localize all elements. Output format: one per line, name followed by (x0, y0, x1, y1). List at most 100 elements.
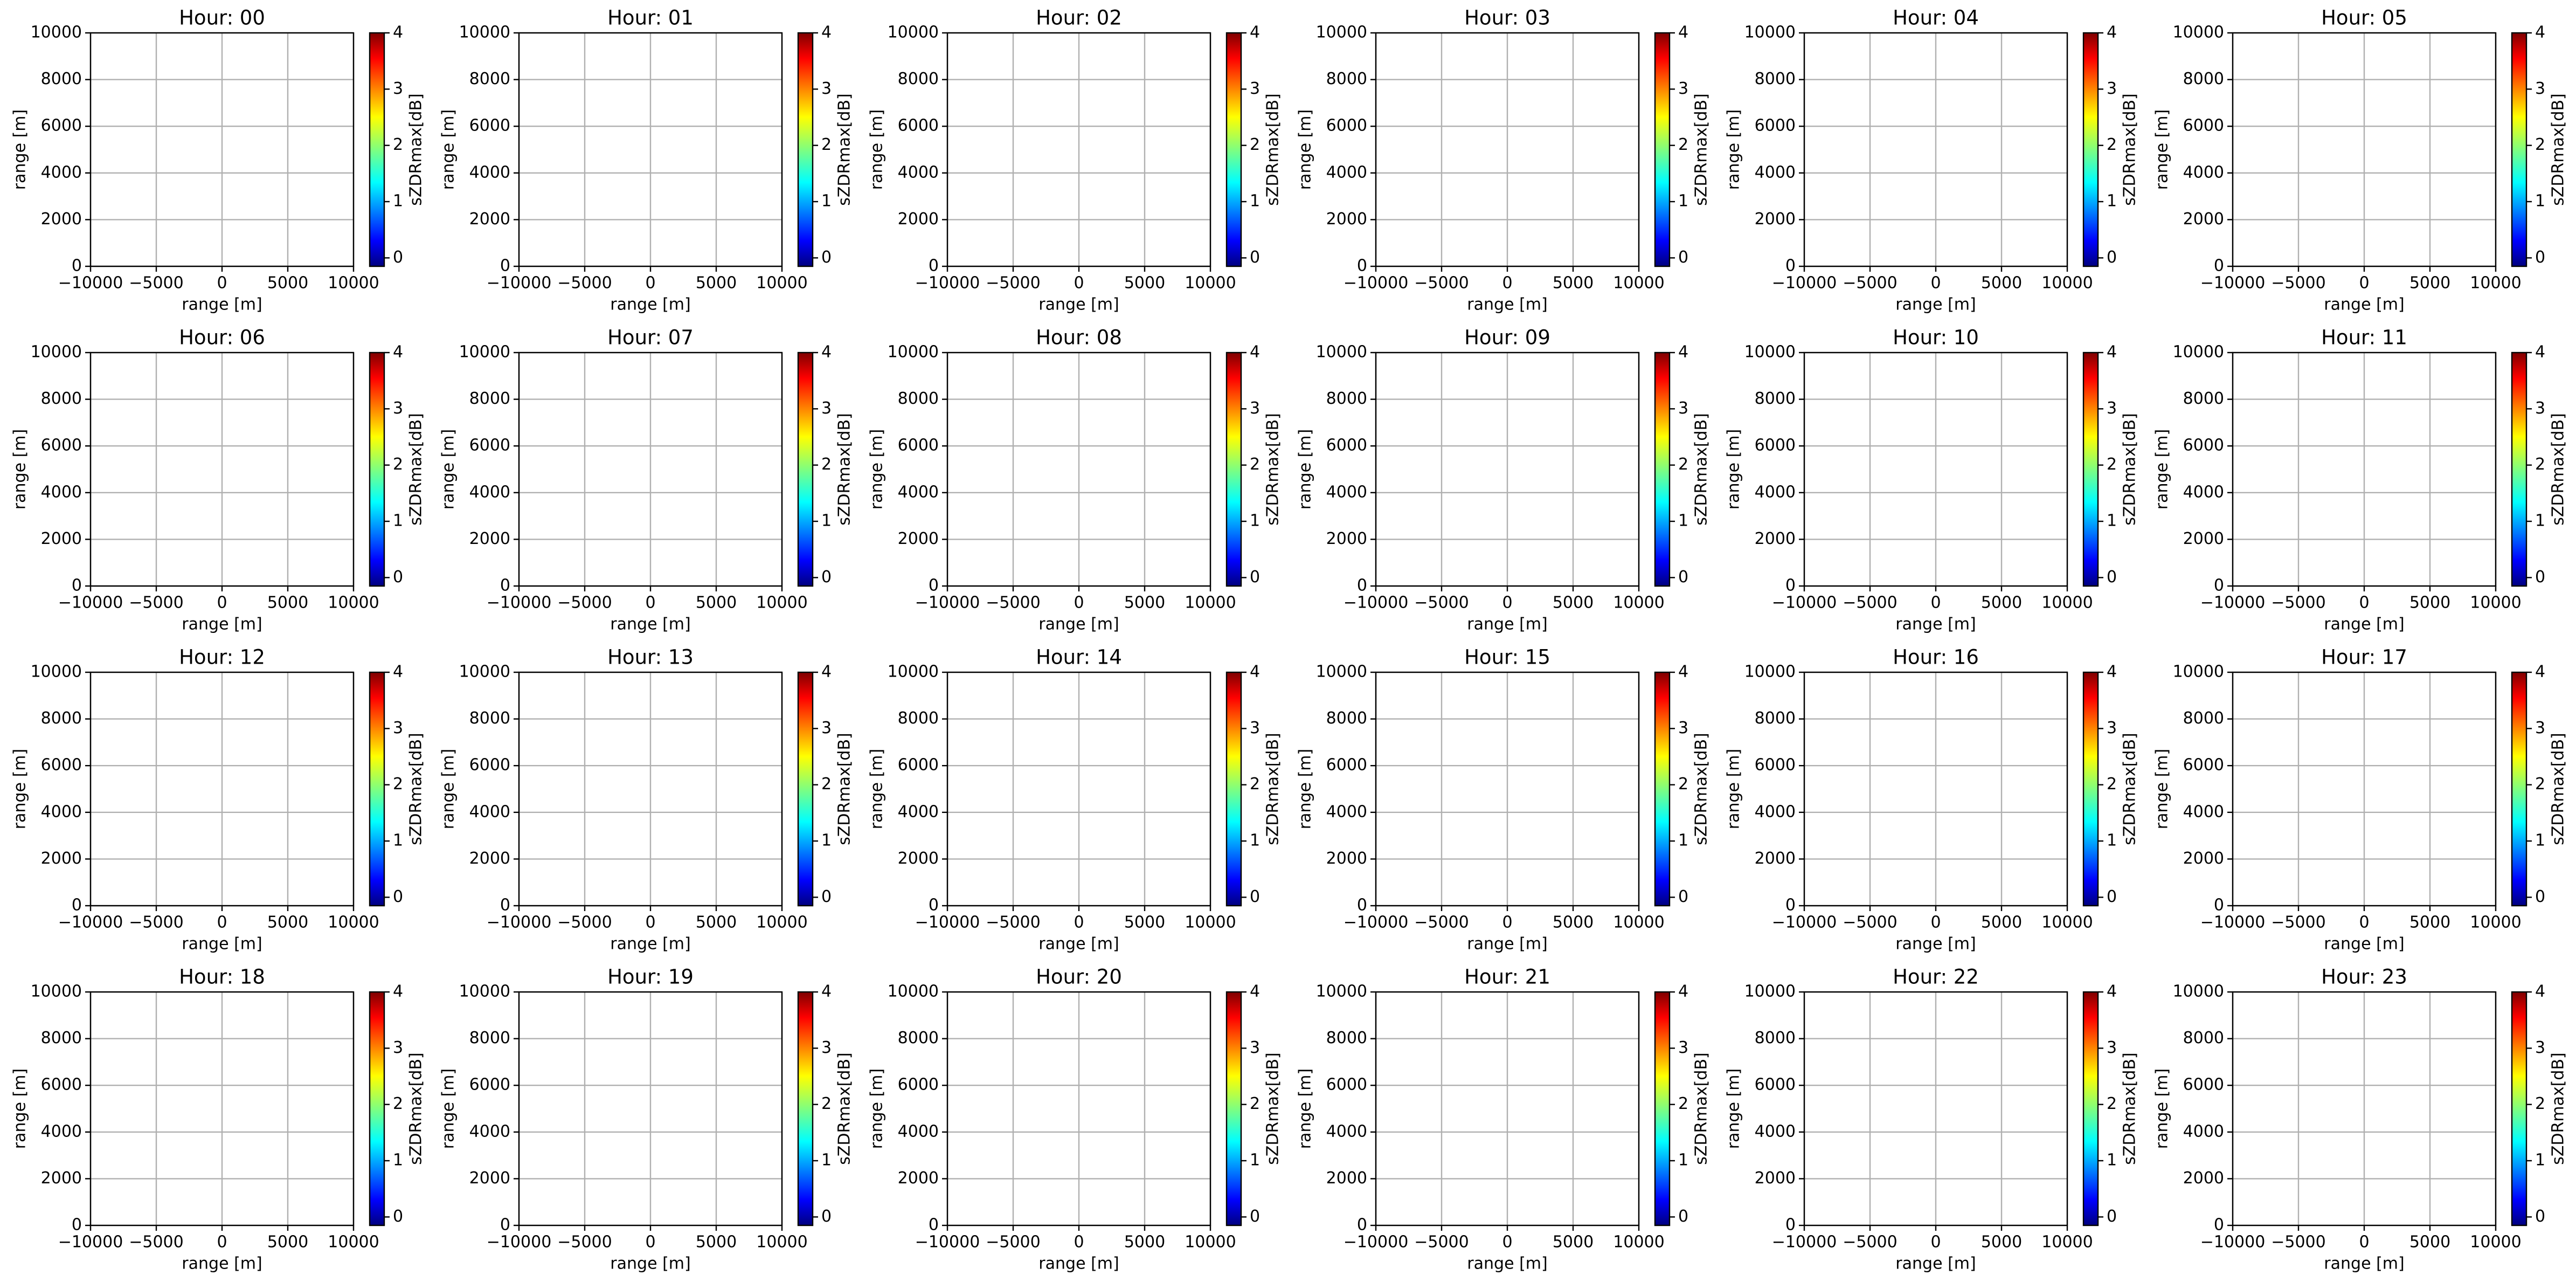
y-tick-label: 6000 (41, 116, 82, 135)
y-tick-label: 0 (1785, 576, 1796, 595)
x-tick-label: −10000 (1344, 1233, 1409, 1252)
y-axis-label: range [m] (2153, 109, 2172, 190)
colorbar-tick-label: 3 (2107, 399, 2117, 418)
x-axis-label: range [m] (1038, 1255, 1119, 1273)
y-tick-label: 2000 (1755, 1169, 1796, 1188)
y-tick-label: 2000 (41, 210, 82, 229)
axes-frame (518, 991, 783, 1226)
chart-title: Hour: 02 (1036, 6, 1122, 30)
colorbar-tick-label: 2 (821, 775, 832, 794)
y-tick-label: 10000 (1316, 23, 1367, 42)
x-tick-label: −10000 (1344, 274, 1409, 293)
colorbar-tick-label: 3 (2107, 79, 2117, 98)
x-tick-label: 0 (1502, 274, 1512, 293)
y-tick-label: 2000 (1326, 210, 1367, 229)
colorbar-label: sZDRmax[dB] (2549, 93, 2568, 206)
x-tick-label: 10000 (1185, 594, 1236, 612)
colorbar (1225, 32, 1242, 267)
y-tick-label: 4000 (1755, 1122, 1796, 1141)
colorbar-label: sZDRmax[dB] (1264, 1052, 1283, 1165)
colorbar-label: sZDRmax[dB] (2549, 733, 2568, 845)
y-tick-label: 8000 (2183, 389, 2224, 408)
y-tick-label: 4000 (898, 483, 939, 501)
x-axis-label: range [m] (2324, 1255, 2404, 1273)
colorbar-tick-label: 0 (2107, 568, 2117, 587)
y-tick-label: 4000 (1755, 163, 1796, 182)
x-tick-label: 10000 (328, 274, 379, 293)
axes-frame (946, 991, 1211, 1226)
y-tick-label: 10000 (2173, 23, 2224, 42)
colorbar-tick-label: 0 (393, 1207, 403, 1226)
colorbar-tick-label: 1 (2535, 192, 2545, 211)
colorbar-label: sZDRmax[dB] (835, 413, 854, 526)
y-tick-label: 2000 (469, 210, 510, 229)
colorbar-tick-label: 3 (2535, 399, 2545, 418)
colorbar-label: sZDRmax[dB] (1264, 413, 1283, 526)
colorbar-tick-label: 4 (2535, 343, 2545, 362)
y-tick-label: 6000 (2183, 116, 2224, 135)
y-tick-label: 4000 (1755, 483, 1796, 501)
colorbar (797, 671, 814, 907)
y-tick-label: 2000 (2183, 529, 2224, 548)
y-tick-label: 8000 (1755, 1029, 1796, 1047)
y-tick-label: 8000 (2183, 709, 2224, 728)
colorbar-tick-label: 0 (2535, 568, 2545, 587)
x-tick-label: −5000 (1843, 1233, 1897, 1252)
y-tick-label: 6000 (41, 756, 82, 775)
x-axis-label: range [m] (1038, 615, 1119, 634)
y-axis-label: range [m] (439, 109, 458, 190)
colorbar-tick-label: 1 (821, 831, 832, 850)
colorbar-tick-label: 2 (2535, 135, 2545, 154)
colorbar-tick-label: 3 (2535, 1038, 2545, 1057)
x-axis-label: range [m] (1895, 1255, 1976, 1273)
x-tick-label: −10000 (58, 594, 123, 612)
colorbar-tick-label: 3 (393, 79, 403, 98)
colorbar (1654, 671, 1671, 907)
colorbar-tick-label: 0 (821, 887, 832, 906)
colorbar-tick-label: 0 (2535, 887, 2545, 906)
colorbar-tick-label: 4 (393, 23, 403, 42)
x-tick-label: −5000 (986, 594, 1040, 612)
y-tick-label: 2000 (898, 529, 939, 548)
colorbar (2082, 351, 2099, 587)
subplot: −10000 −5000 0 5000 100000200040006000800010… (2153, 6, 2568, 314)
x-axis-label: range [m] (1038, 295, 1119, 314)
y-tick-label: 2000 (1755, 210, 1796, 229)
colorbar-tick-label: 4 (821, 23, 832, 42)
x-tick-label: −5000 (557, 913, 612, 932)
y-tick-label: 4000 (898, 802, 939, 821)
y-tick-label: 2000 (2183, 849, 2224, 868)
y-tick-label: 4000 (1326, 802, 1367, 821)
y-tick-label: 6000 (469, 436, 510, 455)
colorbar-tick-label: 0 (393, 568, 403, 587)
x-tick-label: 5000 (2409, 274, 2450, 293)
x-axis-label: range [m] (1467, 935, 1547, 954)
colorbar-tick-label: 2 (393, 775, 403, 794)
colorbar-tick-label: 4 (1678, 663, 1688, 681)
axes-frame (1375, 671, 1640, 907)
y-tick-label: 8000 (1326, 1029, 1367, 1047)
subplot: −10000 −5000 0 5000 100000200040006000800010… (1296, 6, 1711, 314)
x-axis-label: range [m] (1895, 615, 1976, 634)
y-tick-label: 8000 (2183, 1029, 2224, 1047)
x-tick-label: −5000 (1414, 913, 1469, 932)
x-tick-label: 0 (645, 1233, 655, 1252)
y-tick-label: 6000 (41, 1076, 82, 1094)
y-tick-label: 2000 (469, 1169, 510, 1188)
x-tick-label: 0 (645, 274, 655, 293)
x-tick-label: 10000 (1185, 274, 1236, 293)
axes-frame (518, 351, 783, 587)
y-tick-label: 4000 (2183, 163, 2224, 182)
x-tick-label: 0 (2359, 1233, 2369, 1252)
y-axis-label: range [m] (1725, 1069, 1743, 1149)
y-tick-label: 2000 (41, 849, 82, 868)
x-tick-label: 0 (1930, 274, 1941, 293)
y-axis-label: range [m] (11, 109, 30, 190)
y-tick-label: 8000 (1326, 389, 1367, 408)
y-axis-label: range [m] (11, 429, 30, 509)
x-tick-label: 10000 (328, 594, 379, 612)
y-tick-label: 10000 (31, 23, 82, 42)
y-tick-label: 8000 (898, 70, 939, 88)
x-axis-label: range [m] (1895, 295, 1976, 314)
colorbar-tick-label: 2 (2535, 455, 2545, 474)
